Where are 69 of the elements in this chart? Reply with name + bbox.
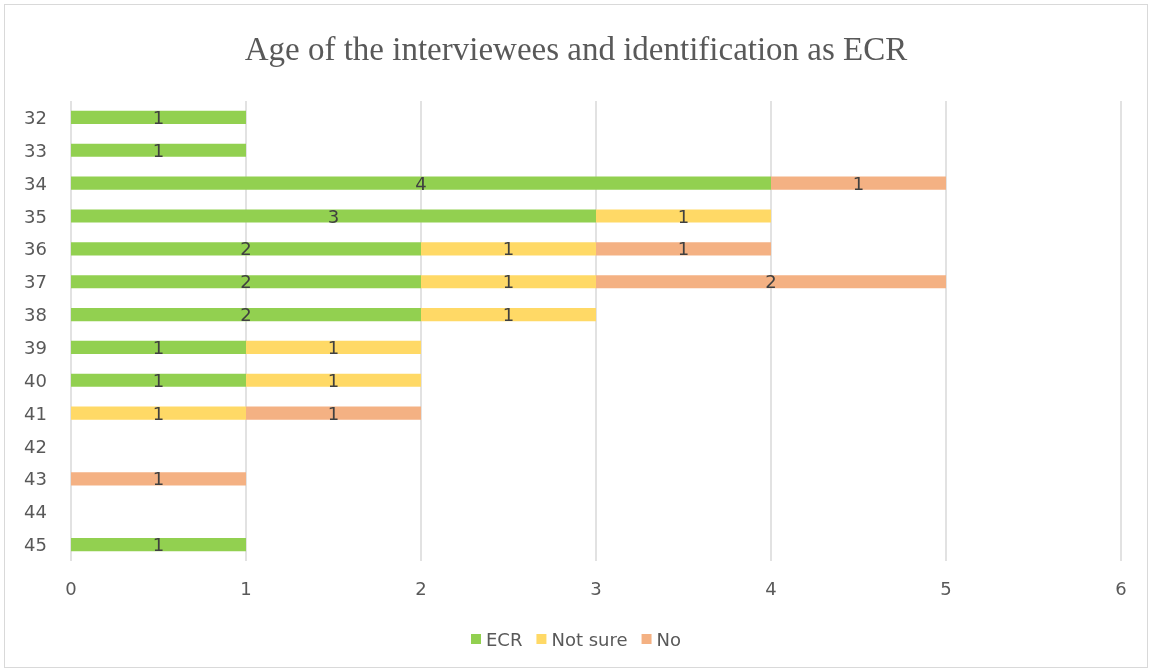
bar bbox=[421, 308, 596, 322]
legend-label: ECR bbox=[485, 628, 523, 650]
data-label: 1 bbox=[852, 172, 865, 194]
data-label: 1 bbox=[327, 336, 340, 358]
x-tick-label: 1 bbox=[240, 577, 252, 599]
y-tick-label: 39 bbox=[24, 336, 47, 358]
bar bbox=[71, 308, 421, 322]
bar bbox=[421, 242, 596, 256]
data-label: 1 bbox=[152, 369, 165, 391]
bar bbox=[71, 110, 246, 124]
y-tick-label: 43 bbox=[24, 468, 47, 490]
data-label: 1 bbox=[327, 402, 340, 424]
bar bbox=[71, 275, 421, 289]
x-tick-label: 3 bbox=[590, 577, 602, 599]
data-label: 3 bbox=[327, 205, 340, 227]
x-tick-label: 2 bbox=[415, 577, 427, 599]
bar bbox=[246, 373, 421, 387]
chart-title: Age of the interviewees and identification as ECR bbox=[244, 30, 908, 67]
y-tick-label: 42 bbox=[24, 435, 47, 457]
data-label: 2 bbox=[240, 271, 252, 293]
y-tick-label: 37 bbox=[24, 271, 47, 293]
x-tick-label: 0 bbox=[65, 577, 77, 599]
y-tick-label: 38 bbox=[24, 304, 47, 326]
data-label: 1 bbox=[152, 468, 165, 490]
data-label: 4 bbox=[415, 172, 427, 194]
y-tick-label: 32 bbox=[24, 106, 47, 128]
y-tick-label: 36 bbox=[24, 238, 47, 260]
bar bbox=[246, 340, 421, 354]
y-tick-label: 44 bbox=[24, 501, 47, 523]
data-label: 1 bbox=[152, 402, 165, 424]
data-label: 1 bbox=[677, 238, 690, 260]
data-label: 1 bbox=[327, 369, 340, 391]
y-tick-label: 33 bbox=[24, 139, 47, 161]
x-tick-label: 5 bbox=[940, 577, 952, 599]
y-tick-label: 34 bbox=[24, 172, 47, 194]
bar bbox=[71, 373, 246, 387]
data-label: 1 bbox=[152, 139, 165, 161]
bar bbox=[71, 472, 246, 486]
bar bbox=[71, 538, 246, 552]
y-tick-label: 45 bbox=[24, 534, 47, 556]
data-label: 1 bbox=[502, 238, 515, 260]
legend-label: No bbox=[656, 628, 682, 650]
data-label: 1 bbox=[152, 106, 165, 128]
x-tick-label: 4 bbox=[765, 577, 777, 599]
data-label: 2 bbox=[240, 238, 252, 260]
y-tick-label: 41 bbox=[24, 402, 47, 424]
y-tick-label: 40 bbox=[24, 369, 47, 391]
bar bbox=[71, 242, 421, 256]
bar bbox=[246, 406, 421, 420]
data-label: 2 bbox=[765, 271, 777, 293]
bar bbox=[71, 143, 246, 157]
bar bbox=[596, 209, 771, 223]
data-label: 2 bbox=[240, 304, 252, 326]
bar bbox=[596, 242, 771, 256]
bar bbox=[71, 176, 771, 190]
bar bbox=[771, 176, 946, 190]
bar bbox=[596, 275, 946, 289]
bar bbox=[421, 275, 596, 289]
x-tick-label: 6 bbox=[1115, 577, 1127, 599]
bar bbox=[71, 340, 246, 354]
bar bbox=[71, 209, 596, 223]
bar bbox=[71, 406, 246, 420]
legend-label: Not sure bbox=[551, 628, 628, 650]
data-label: 1 bbox=[677, 205, 690, 227]
data-label: 1 bbox=[502, 304, 515, 326]
data-label: 1 bbox=[152, 336, 165, 358]
data-label: 1 bbox=[502, 271, 515, 293]
y-tick-label: 35 bbox=[24, 205, 47, 227]
data-label: 1 bbox=[152, 534, 165, 556]
